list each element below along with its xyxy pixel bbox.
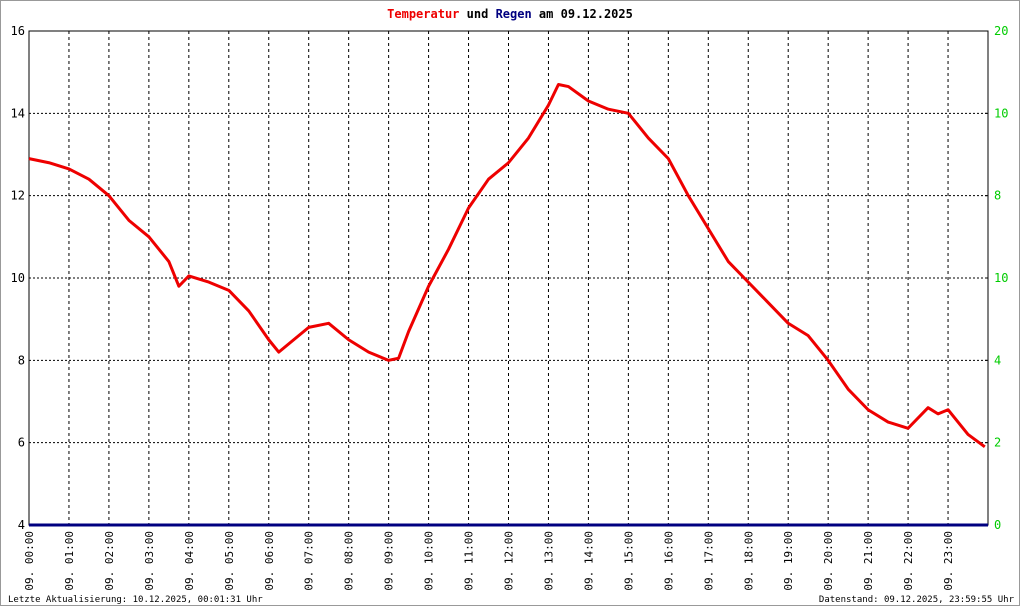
- x-tick-label: 09. 09:00: [383, 531, 396, 591]
- x-tick-label: 09. 13:00: [542, 531, 555, 591]
- title-join: und: [467, 7, 489, 21]
- y-tick-label: 14: [11, 106, 25, 120]
- x-tick-label: 09. 11:00: [463, 531, 476, 591]
- y-tick-label: 4: [18, 518, 25, 532]
- y-tick-label: 10: [11, 271, 25, 285]
- y-tick-label: 12: [11, 189, 25, 203]
- title-temp: Temperatur: [387, 7, 459, 21]
- x-tick-label: 09. 05:00: [223, 531, 236, 591]
- x-tick-label: 09. 08:00: [343, 531, 356, 591]
- x-tick-label: 09. 19:00: [782, 531, 795, 591]
- x-tick-label: 09. 00:00: [23, 531, 36, 591]
- y2-tick-label: 0: [994, 518, 1001, 532]
- y2-tick-label: 8: [994, 189, 1001, 203]
- y-tick-label: 16: [11, 24, 25, 38]
- title-rain: Regen: [496, 7, 532, 21]
- x-tick-label: 09. 17:00: [702, 531, 715, 591]
- x-tick-label: 09. 07:00: [303, 531, 316, 591]
- x-tick-label: 09. 14:00: [582, 531, 595, 591]
- x-tick-label: 09. 20:00: [822, 531, 835, 591]
- x-tick-label: 09. 02:00: [103, 531, 116, 591]
- x-tick-label: 09. 04:00: [183, 531, 196, 591]
- x-tick-label: 09. 03:00: [143, 531, 156, 591]
- y2-tick-label: 20: [994, 24, 1008, 38]
- series-line: [28, 83, 986, 448]
- y2-tick-label: 4: [994, 353, 1001, 367]
- x-tick-label: 09. 21:00: [862, 531, 875, 591]
- x-tick-label: 09. 16:00: [662, 531, 675, 591]
- y-tick-label: 8: [18, 353, 25, 367]
- x-tick-label: 09. 22:00: [902, 531, 915, 591]
- footer-right: Datenstand: 09.12.2025, 23:59:55 Uhr: [819, 595, 1015, 605]
- y2-tick-label: 2: [994, 436, 1001, 450]
- x-tick-label: 09. 10:00: [423, 531, 436, 591]
- y2-tick-label: 10: [994, 271, 1008, 285]
- x-tick-label: 09. 01:00: [63, 531, 76, 591]
- chart-title: Temperatur und Regen am 09.12.2025: [387, 7, 633, 21]
- y2-tick-label: 10: [994, 106, 1008, 120]
- x-tick-label: 09. 12:00: [503, 531, 516, 591]
- x-tick-label: 09. 23:00: [942, 531, 955, 591]
- footer-left: Letzte Aktualisierung: 10.12.2025, 00:01…: [8, 595, 263, 605]
- x-tick-label: 09. 18:00: [742, 531, 755, 591]
- title-date: am 09.12.2025: [539, 7, 633, 21]
- y-tick-label: 6: [18, 436, 25, 450]
- x-tick-label: 09. 15:00: [622, 531, 635, 591]
- x-tick-label: 09. 06:00: [263, 531, 276, 591]
